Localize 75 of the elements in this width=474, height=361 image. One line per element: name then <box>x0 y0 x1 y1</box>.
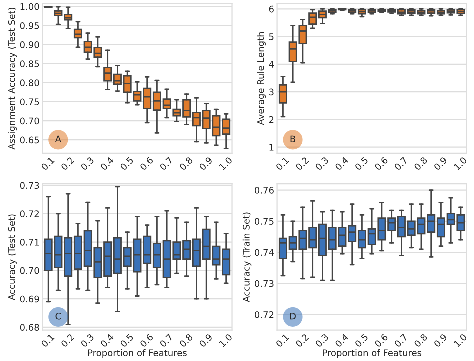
x-tick-label: 0.9 <box>198 334 214 348</box>
y-axis-title: Accuracy (Train Set) <box>242 212 252 302</box>
y-tick-label: 0.74 <box>255 249 274 256</box>
y-tick-label: 0.75 <box>20 98 40 106</box>
annotation: B <box>290 136 296 142</box>
x-tick-label: 0.3 <box>315 334 330 348</box>
annotation: C <box>56 312 62 320</box>
y-tick-label: 0.85 <box>20 60 40 68</box>
annotation: D <box>290 313 296 320</box>
x-tick-label: 0.5 <box>354 156 369 171</box>
annotation: A <box>55 136 62 142</box>
y-axis-title: Average Rule Length <box>257 32 266 126</box>
x-tick-label: 0.1 <box>40 334 55 348</box>
y-axis-title: Assignment Accuracy (Test Set) <box>8 8 18 150</box>
x-tick-label: 0.7 <box>159 156 174 171</box>
x-tick-label: 0.3 <box>80 156 94 171</box>
y-tick-label: 0.95 <box>20 22 40 30</box>
x-tick-label: 0.9 <box>434 334 448 348</box>
x-tick-label: 1.0 <box>218 156 233 171</box>
y-tick-label: 0.68 <box>20 324 40 332</box>
x-tick-label: 0.2 <box>295 156 310 171</box>
x-tick-label: 0.5 <box>120 334 134 348</box>
y-tick-label: 0.73 <box>255 280 274 288</box>
x-tick-label: 0.6 <box>140 334 154 348</box>
y-tick-label: 0.71 <box>20 239 40 246</box>
y-tick-label: 0.90 <box>20 42 40 48</box>
x-tick-label: 0.8 <box>414 156 428 171</box>
x-tick-label: 0.9 <box>434 156 448 171</box>
x-tick-label: 1.0 <box>218 334 233 348</box>
x-tick-label: 0.4 <box>334 156 350 171</box>
y-tick-label: 0.65 <box>20 136 40 144</box>
y-tick-label: 0.73 <box>20 182 40 190</box>
x-tick-label: 0.5 <box>120 156 134 171</box>
x-axis-title: Proportion of Features <box>88 349 187 358</box>
x-tick-label: 0.4 <box>100 334 114 348</box>
x-tick-label: 0.7 <box>394 156 408 171</box>
x-tick-label: 0.8 <box>179 156 194 171</box>
x-tick-label: 0.7 <box>159 334 174 348</box>
x-tick-label: 0.1 <box>276 334 290 348</box>
y-tick-label: 1.00 <box>20 3 40 10</box>
y-tick-label: 0.70 <box>20 118 40 125</box>
x-tick-label: 0.6 <box>374 334 388 348</box>
y-tick-label: 0.70 <box>20 267 40 274</box>
x-tick-label: 0.6 <box>140 156 154 171</box>
y-tick-label: 0.75 <box>255 218 274 225</box>
y-tick-label: 3 <box>269 88 274 96</box>
x-tick-label: 0.8 <box>179 334 194 348</box>
x-tick-label: 0.5 <box>354 334 369 348</box>
y-tick-label: 0.80 <box>20 80 40 86</box>
x-tick-label: 0.3 <box>315 156 330 171</box>
x-axis-title: Proportion of Features <box>323 349 422 358</box>
y-tick-label: 5 <box>269 34 274 40</box>
x-tick-label: 1.0 <box>454 334 468 348</box>
y-tick-label: 0.76 <box>255 187 274 194</box>
x-tick-label: 0.4 <box>100 156 114 171</box>
y-tick-label: 0.72 <box>20 210 39 218</box>
y-tick-label: 0.72 <box>255 311 274 318</box>
y-tick-label: 4 <box>269 61 274 68</box>
x-tick-label: 0.4 <box>334 334 350 348</box>
x-tick-label: 0.1 <box>40 156 55 171</box>
y-tick-label: 2 <box>269 116 274 124</box>
y-axis-title: Accuracy (Test Set) <box>8 214 18 300</box>
y-tick-label: 6 <box>269 6 274 13</box>
y-tick-label: 1 <box>270 144 274 151</box>
x-tick-label: 0.9 <box>198 156 214 171</box>
x-tick-label: 0.3 <box>80 334 94 348</box>
x-tick-label: 0.2 <box>60 334 75 348</box>
x-tick-label: 1.0 <box>454 156 468 171</box>
x-tick-label: 0.6 <box>374 156 388 171</box>
x-tick-label: 0.1 <box>276 156 290 171</box>
x-tick-label: 0.8 <box>414 334 428 348</box>
x-tick-label: 0.2 <box>60 156 75 171</box>
x-tick-label: 0.7 <box>394 334 408 348</box>
x-tick-label: 0.2 <box>295 334 310 348</box>
y-tick-label: 0.69 <box>20 296 40 303</box>
